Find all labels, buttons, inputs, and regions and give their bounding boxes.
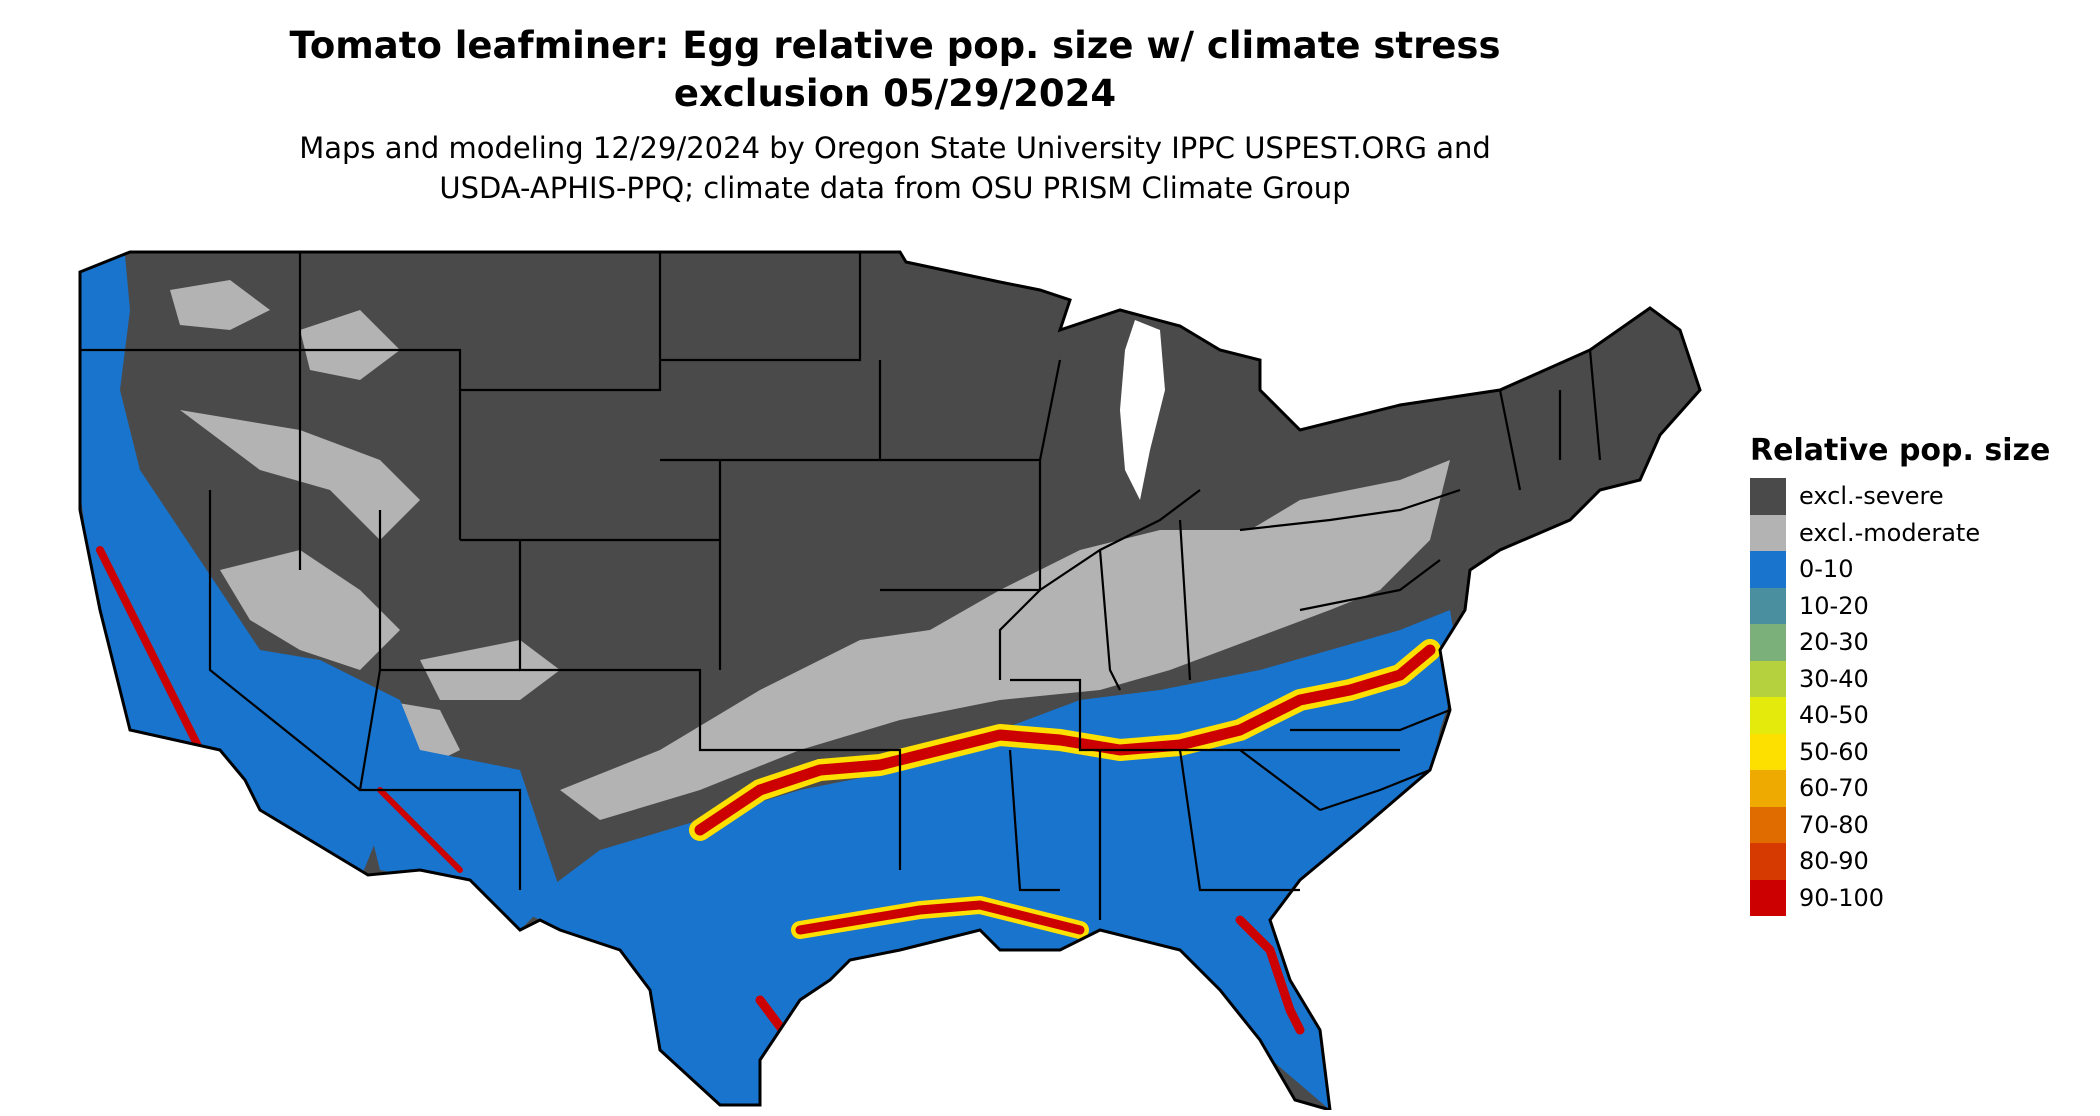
legend-label: 10-20: [1799, 591, 1869, 620]
legend-item: excl.-moderate: [1750, 514, 2050, 551]
legend-item: 60-70: [1750, 770, 2050, 807]
lake-superior-edge: [1060, 286, 1150, 310]
legend-label: 40-50: [1799, 701, 1869, 730]
legend-swatch: [1750, 478, 1786, 515]
legend-item: 30-40: [1750, 660, 2050, 697]
legend-label: 0-10: [1799, 555, 1854, 584]
legend-item: 70-80: [1750, 806, 2050, 843]
subtitle-line-2: USDA-APHIS-PPQ; climate data from OSU PR…: [439, 171, 1351, 205]
legend-label: 50-60: [1799, 737, 1869, 766]
legend-swatch: [1750, 733, 1786, 770]
legend-label: 60-70: [1799, 774, 1869, 803]
map-subtitle: Maps and modeling 12/29/2024 by Oregon S…: [0, 128, 1790, 208]
legend-items: excl.-severe excl.-moderate 0-10 10-20 20-30…: [1750, 478, 2050, 916]
legend-item: 20-30: [1750, 624, 2050, 661]
legend-swatch: [1750, 770, 1786, 807]
legend-label: 70-80: [1799, 810, 1869, 839]
legend-label: 80-90: [1799, 847, 1869, 876]
legend-item: 50-60: [1750, 733, 2050, 770]
zone-excl-moderate-east: [560, 460, 1450, 820]
legend-label: excl.-severe: [1799, 482, 1944, 511]
legend-label: excl.-moderate: [1799, 518, 1981, 547]
title-line-1: Tomato leafminer: Egg relative pop. size…: [289, 24, 1501, 67]
legend-item: 80-90: [1750, 843, 2050, 880]
legend-swatch: [1750, 624, 1786, 661]
legend-label: 90-100: [1799, 883, 1885, 912]
legend-label: 20-30: [1799, 628, 1869, 657]
legend: Relative pop. size excl.-severe excl.-mod…: [1750, 432, 2050, 916]
title-line-2: exclusion 05/29/2024: [673, 72, 1117, 115]
legend-swatch: [1750, 806, 1786, 843]
legend-item: excl.-severe: [1750, 478, 2050, 515]
legend-item: 10-20: [1750, 587, 2050, 624]
legend-item: 40-50: [1750, 697, 2050, 734]
zone-low-west: [80, 255, 420, 880]
lake-michigan: [1120, 320, 1165, 500]
map-title: Tomato leafminer: Egg relative pop. size…: [0, 22, 1790, 118]
legend-item: 90-100: [1750, 879, 2050, 916]
us-map: [78, 250, 1702, 1110]
legend-item: 0-10: [1750, 551, 2050, 588]
legend-label: 30-40: [1799, 664, 1869, 693]
state-borders: [80, 252, 1602, 920]
zone-low-arizona: [360, 750, 560, 930]
legend-title: Relative pop. size: [1750, 433, 2051, 468]
legend-swatch: [1750, 697, 1786, 734]
legend-swatch: [1750, 587, 1786, 624]
legend-swatch: [1750, 879, 1786, 916]
subtitle-line-1: Maps and modeling 12/29/2024 by Oregon S…: [299, 131, 1491, 165]
legend-swatch: [1750, 660, 1786, 697]
legend-swatch: [1750, 843, 1786, 880]
legend-swatch: [1750, 551, 1786, 588]
legend-swatch: [1750, 514, 1786, 551]
